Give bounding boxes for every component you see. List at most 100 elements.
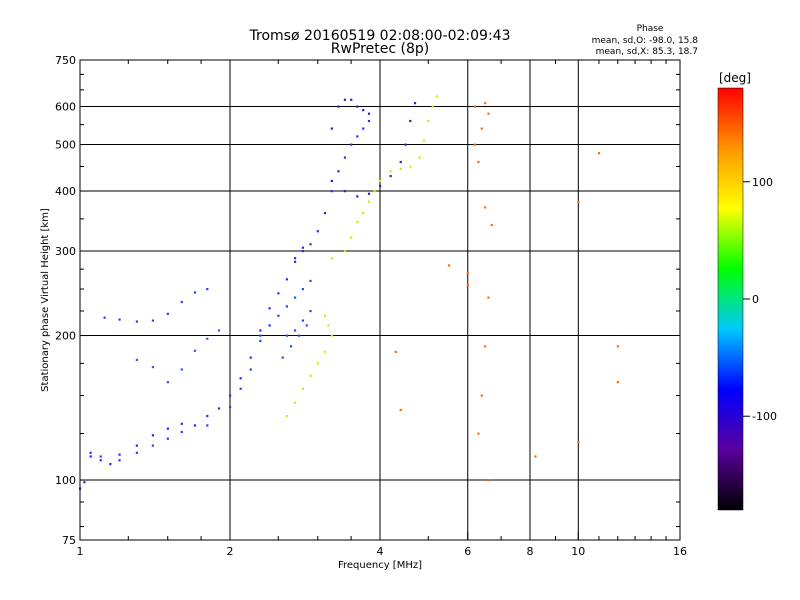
data-point (135, 358, 138, 362)
data-point (409, 165, 412, 168)
data-point (277, 292, 280, 295)
data-point (309, 374, 312, 377)
data-point (367, 192, 371, 195)
data-point (484, 345, 487, 348)
data-point (337, 105, 340, 108)
data-point (389, 170, 392, 173)
colorbar-tick-label: 0 (752, 293, 759, 306)
x-tick-label: 8 (527, 545, 534, 558)
data-point (422, 139, 426, 142)
data-point (229, 394, 232, 397)
data-point (103, 316, 106, 319)
data-point (259, 334, 262, 337)
colorbar-tick-label: 100 (752, 176, 773, 189)
data-point (109, 462, 112, 466)
data-point (249, 368, 252, 371)
data-point (316, 362, 319, 365)
data-point (367, 112, 371, 115)
data-point (118, 459, 121, 462)
colorbar-label: [deg] (719, 71, 751, 85)
data-point (413, 102, 417, 105)
data-point (477, 432, 480, 435)
data-point (466, 283, 469, 287)
data-point (394, 350, 397, 353)
data-point (293, 257, 297, 260)
data-point (180, 300, 183, 304)
y-tick-label: 100 (55, 474, 76, 487)
data-point (166, 427, 169, 430)
data-point (193, 349, 197, 352)
data-point (309, 279, 312, 283)
data-point (193, 424, 197, 427)
data-point (285, 278, 288, 281)
data-point (427, 119, 430, 123)
data-point (277, 314, 280, 317)
data-point (487, 112, 490, 115)
data-point (297, 334, 301, 337)
data-point (99, 455, 102, 458)
y-tick-label: 750 (55, 54, 76, 67)
data-point (616, 345, 619, 348)
data-point (259, 329, 262, 332)
data-point (135, 320, 138, 323)
data-point (217, 329, 221, 332)
data-point (323, 350, 327, 353)
data-point (356, 220, 359, 224)
data-point (404, 143, 407, 146)
data-point (135, 444, 138, 447)
phase-stats-title: Phase (637, 24, 664, 34)
data-point (285, 334, 288, 337)
x-axis-label: Frequency [MHz] (338, 560, 422, 571)
data-point (487, 479, 490, 482)
chart-subtitle: RwPretec (8p) (331, 41, 429, 57)
data-point (480, 394, 483, 397)
data-point (89, 455, 92, 458)
x-tick-label: 2 (227, 545, 234, 558)
data-point (362, 127, 365, 130)
y-tick-label: 75 (62, 534, 76, 547)
data-point (293, 329, 297, 332)
data-point (379, 179, 382, 183)
data-point (362, 212, 365, 215)
data-point (206, 288, 209, 291)
data-point (487, 296, 490, 299)
data-point (99, 459, 102, 462)
data-point (206, 424, 209, 427)
data-point (83, 481, 86, 484)
data-points (79, 95, 619, 490)
y-tick-label: 400 (55, 185, 76, 198)
data-point (337, 170, 340, 173)
data-point (301, 288, 305, 291)
y-tick-label: 500 (55, 139, 76, 152)
data-point (373, 190, 376, 193)
data-point (268, 307, 271, 310)
y-tick-label: 200 (55, 330, 76, 343)
data-point (327, 324, 330, 327)
colorbar-tick-label: -100 (752, 410, 777, 423)
data-point (301, 387, 305, 390)
data-point (356, 195, 359, 198)
data-point (435, 95, 438, 98)
data-point (206, 337, 209, 340)
data-point (193, 291, 197, 294)
x-tick-label: 10 (571, 545, 585, 558)
data-point (180, 422, 183, 425)
data-point (399, 160, 402, 164)
data-point (239, 387, 242, 390)
data-point (323, 212, 327, 215)
data-point (350, 98, 353, 101)
data-point (301, 250, 305, 253)
data-point (409, 119, 412, 123)
data-point (343, 190, 347, 193)
data-point (239, 377, 242, 380)
data-point (309, 243, 312, 246)
data-point (484, 102, 487, 105)
data-point (180, 368, 183, 371)
data-point (151, 319, 155, 322)
data-point (330, 334, 333, 337)
data-point (389, 174, 392, 178)
data-point (135, 451, 138, 454)
x-tick-label: 6 (464, 545, 471, 558)
data-point (323, 314, 327, 317)
